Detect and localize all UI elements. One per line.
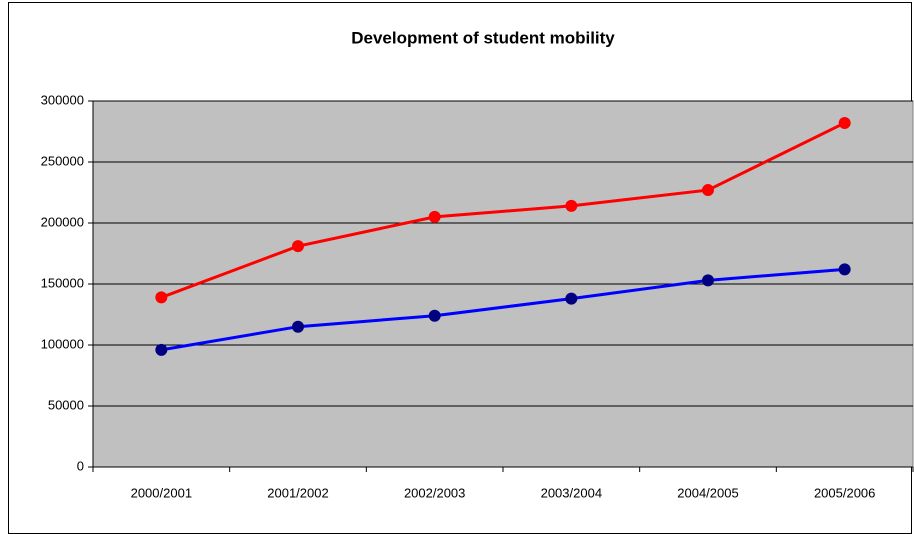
x-tick-label: 2004/2005: [677, 485, 738, 500]
data-point: [428, 309, 441, 322]
y-tick-label: 250000: [41, 153, 84, 168]
data-point: [155, 343, 168, 356]
data-point: [565, 199, 578, 212]
y-tick-label: 200000: [41, 214, 84, 229]
data-point: [565, 292, 578, 305]
y-tick-label: 100000: [41, 336, 84, 351]
x-tick-label: 2000/2001: [131, 485, 192, 500]
data-point: [702, 184, 714, 197]
y-tick-label: 0: [77, 458, 84, 473]
y-tick-label: 50000: [48, 397, 84, 412]
data-point: [428, 210, 441, 223]
x-tick-label: 2002/2003: [404, 485, 465, 500]
y-tick-label: 300000: [41, 92, 84, 107]
series-line: [160, 121, 846, 299]
x-tick-label: 2005/2006: [814, 485, 875, 500]
data-point: [292, 320, 304, 333]
x-tick-label: 2001/2002: [267, 485, 328, 500]
data-point: [155, 291, 168, 304]
data-point: [838, 116, 851, 129]
data-point: [838, 263, 851, 276]
y-tick-label: 150000: [41, 275, 84, 290]
data-point: [292, 240, 304, 253]
x-tick-label: 2003/2004: [541, 485, 602, 500]
chart-title: Development of student mobility: [351, 28, 615, 47]
data-point: [702, 274, 714, 287]
series-line: [161, 267, 845, 352]
